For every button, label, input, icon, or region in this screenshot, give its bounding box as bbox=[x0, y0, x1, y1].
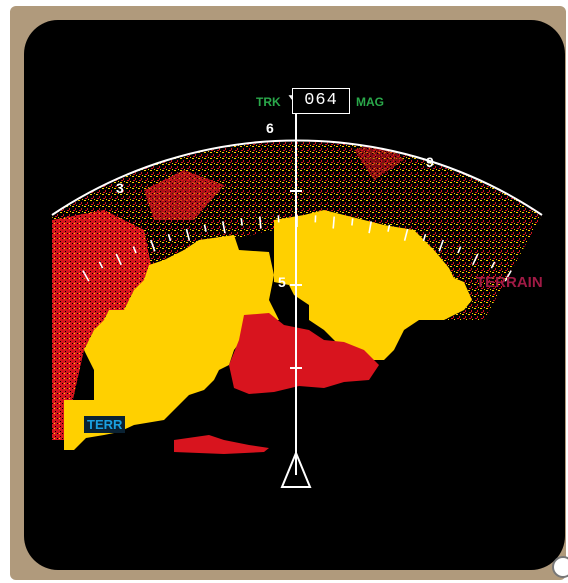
compass-tick bbox=[472, 253, 479, 266]
compass-tick bbox=[403, 228, 409, 241]
terrain-display-screen: TRK 064 MAG 3 6 9 5 TERRAIN TERR bbox=[24, 20, 565, 570]
track-label: TRK bbox=[256, 95, 281, 109]
compass-tick bbox=[490, 261, 496, 269]
magnetic-reference-label: MAG bbox=[356, 95, 384, 109]
compass-label-9: 9 bbox=[426, 154, 434, 170]
compass-tick bbox=[98, 261, 104, 269]
compass-tick bbox=[332, 216, 335, 229]
compass-tick bbox=[222, 221, 226, 234]
compass-tick bbox=[259, 216, 262, 229]
compass-tick bbox=[82, 270, 90, 282]
compass-tick bbox=[240, 218, 243, 226]
compass-tick bbox=[457, 246, 462, 254]
compass-tick bbox=[387, 224, 391, 232]
terrain-map bbox=[51, 95, 543, 488]
compass-label-6: 6 bbox=[266, 120, 274, 136]
compass-tick bbox=[203, 224, 207, 232]
compass-label-3: 3 bbox=[116, 180, 124, 196]
compass-ticks bbox=[82, 215, 512, 282]
compass-tick bbox=[185, 228, 191, 241]
range-label: 5 bbox=[278, 274, 286, 290]
compass-tick bbox=[167, 233, 172, 242]
terrain-red-area bbox=[174, 313, 379, 454]
compass-tick bbox=[115, 253, 122, 266]
compass-tick bbox=[368, 221, 372, 234]
ownship-triangle-icon bbox=[280, 450, 312, 488]
terrain-yellow-area bbox=[64, 210, 472, 450]
compass-tick bbox=[422, 233, 427, 242]
heading-readout: 064 bbox=[292, 88, 350, 114]
compass-tick bbox=[351, 218, 354, 226]
terr-badge: TERR bbox=[84, 416, 126, 433]
compass-tick bbox=[504, 270, 512, 282]
compass-tick bbox=[438, 239, 444, 252]
bezel-knob[interactable] bbox=[552, 556, 568, 578]
compass-tick bbox=[150, 239, 156, 252]
compass-tick bbox=[132, 246, 137, 254]
terrain-mode-label: TERRAIN bbox=[476, 274, 543, 291]
